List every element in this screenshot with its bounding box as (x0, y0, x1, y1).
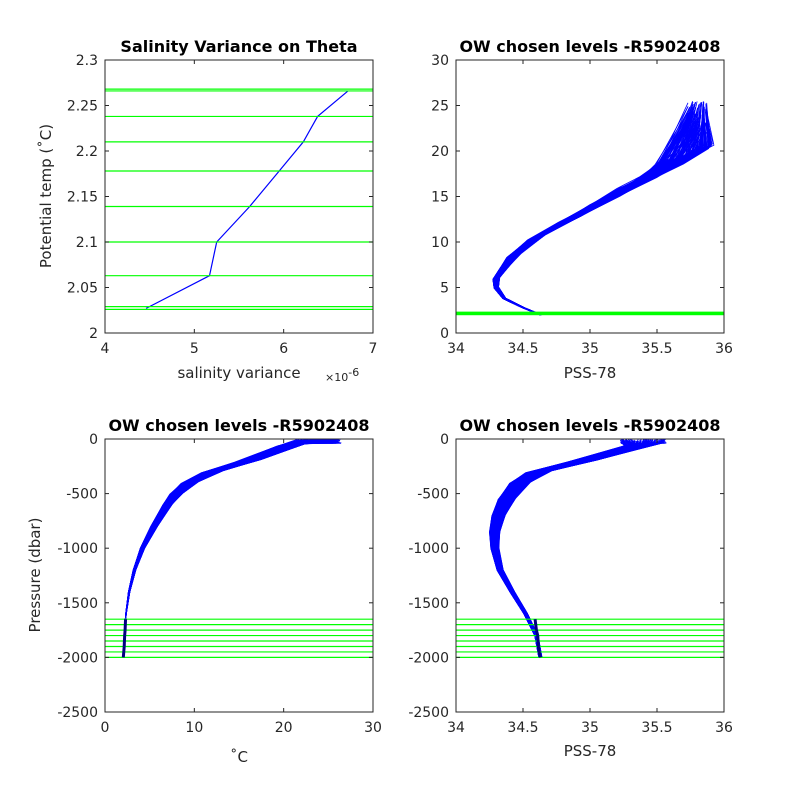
y-tick-label: 0 (89, 432, 98, 448)
plot-area: 0 10 20 30 0 -500 -1000 -1500 -2000 -2500 (57, 432, 382, 736)
y-tick-label: -2500 (57, 705, 98, 721)
x-tick-label: 34.5 (507, 341, 538, 357)
data-layer (456, 101, 724, 316)
panel-theta-salinity: 34 34.5 35 35.5 36 0 5 10 15 20 25 30 OW chosen lev… (431, 37, 733, 382)
y-tick-label: -500 (417, 487, 449, 503)
y-tick-label: 2 (89, 326, 98, 342)
profile-line (489, 439, 631, 658)
profile-line (492, 109, 690, 316)
y-tick-label: 0 (440, 326, 449, 342)
x-tick-label: 35.5 (641, 341, 672, 357)
y-tick-label: 30 (431, 53, 449, 69)
y-tick-label: 2.15 (67, 190, 98, 206)
y-axis-label: Pressure (dbar) (26, 518, 44, 633)
panel-title: OW chosen levels -R5902408 (108, 416, 369, 435)
chosen-point (536, 646, 541, 653)
x-tick-label: 5 (190, 341, 199, 357)
y-tick-label: 20 (431, 144, 449, 160)
y-tick-label: 15 (431, 190, 449, 206)
panel-pressure-temperature: 0 10 20 30 0 -500 -1000 -1500 -2000 -2500 OW chos… (26, 416, 382, 766)
panel-title: Salinity Variance on Theta (120, 37, 357, 56)
y-tick-label: 2.3 (76, 53, 98, 69)
chosen-point (537, 651, 542, 658)
plot-area: 34 34.5 35 35.5 36 0 5 10 15 20 25 30 (431, 53, 733, 357)
data-layer (105, 439, 373, 659)
x-tick-label: 30 (364, 720, 382, 736)
profile-line (497, 110, 711, 316)
y-tick-label: 25 (431, 99, 449, 115)
panel-title: OW chosen levels -R5902408 (459, 416, 720, 435)
axes-box (104, 438, 374, 713)
plot-area: 4 5 6 7 2 2.05 2.1 2.15 2.2 2.25 2.3 (67, 53, 378, 357)
y-tick-label: -1500 (408, 596, 449, 612)
panel-pressure-salinity: 34 34.5 35 35.5 360-500-1000-1500-2000-2500 … (408, 416, 733, 760)
profile-line (122, 442, 313, 658)
x-tick-label: 35.5 (641, 720, 672, 736)
x-tick-label: 34.5 (507, 720, 538, 736)
panel-salinity-variance: 4 5 6 7 2 2.05 2.1 2.15 2.2 2.25 2.3 Salinity Vari… (37, 37, 377, 384)
chosen-point (536, 635, 540, 647)
y-tick-label: -2500 (408, 705, 449, 721)
data-layer (456, 439, 724, 659)
x-axis-label: PSS-78 (564, 364, 617, 382)
plot-area: 34 34.5 35 35.5 36 0 -500 -1000 -1500 -2000 -2500 (408, 432, 733, 736)
x-tick-label: 20 (275, 720, 293, 736)
variance-line (145, 90, 349, 309)
y-tick-label: -1000 (408, 541, 449, 557)
y-tick-label: -500 (66, 487, 98, 503)
y-tick-label: 2.05 (67, 281, 98, 297)
x-tick-label: 35 (581, 341, 599, 357)
y-tick-label: -1000 (57, 541, 98, 557)
x-tick-label: 6 (279, 341, 288, 357)
y-tick-label: 5 (440, 281, 449, 297)
profile-line (495, 125, 698, 316)
y-tick-label: -2000 (408, 650, 449, 666)
x-tick-label: 4 (101, 341, 110, 357)
x-tick-label: 10 (185, 720, 203, 736)
panel-title: OW chosen levels -R5902408 (459, 37, 720, 56)
y-tick-label: 10 (431, 235, 449, 251)
y-axis-label: Potential temp (˚C) (37, 124, 55, 268)
x-tick-label: 34 (447, 720, 465, 736)
y-tick-label: -1500 (57, 596, 98, 612)
y-tick-label: 2.25 (67, 99, 98, 115)
x-tick-label: 36 (715, 341, 733, 357)
y-tick-label: 2.1 (76, 235, 98, 251)
x-tick-label: 34 (447, 341, 465, 357)
x-axis-label: PSS-78 (564, 742, 617, 760)
chosen-point (534, 629, 540, 636)
y-tick-label: 0 (440, 432, 449, 448)
x-tick-label: 7 (369, 341, 378, 357)
y-tick-label: 2.2 (76, 144, 98, 160)
x-axis-label: ˚C (230, 748, 248, 766)
profile-line (497, 439, 663, 658)
chosen-point (533, 618, 538, 631)
x-axis-exponent: ×10-6 (325, 366, 359, 384)
x-axis-label: salinity variance (177, 364, 300, 382)
profile-line (492, 440, 636, 658)
profile-line (496, 442, 656, 658)
x-tick-label: 0 (101, 720, 110, 736)
x-tick-label: 35 (581, 720, 599, 736)
x-tick-label: 36 (715, 720, 733, 736)
y-tick-label: -2000 (57, 650, 98, 666)
data-layer (105, 88, 373, 310)
profile-line (495, 443, 651, 658)
